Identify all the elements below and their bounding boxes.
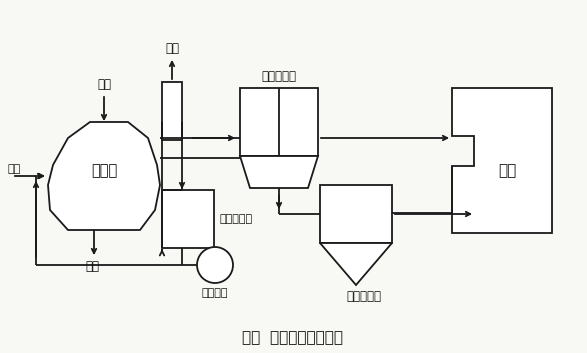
Polygon shape — [320, 243, 392, 285]
Polygon shape — [48, 122, 160, 230]
Text: 空气: 空气 — [8, 164, 21, 174]
Text: 一次除尘器: 一次除尘器 — [261, 70, 296, 83]
Polygon shape — [452, 88, 552, 233]
Circle shape — [197, 247, 233, 283]
Text: 焦炭: 焦炭 — [85, 259, 99, 273]
Text: 锅炉: 锅炉 — [498, 163, 516, 178]
Bar — [240, 88, 318, 156]
Polygon shape — [240, 156, 318, 188]
Bar — [162, 82, 182, 140]
Text: 放散: 放散 — [165, 42, 179, 55]
Text: 干熤炉: 干熤炉 — [91, 163, 117, 179]
Bar — [320, 185, 392, 243]
Text: 给水预热器: 给水预热器 — [220, 214, 252, 224]
Bar — [162, 190, 214, 248]
Text: 图１  干熤焦工艺流程图: 图１ 干熤焦工艺流程图 — [242, 330, 343, 346]
Text: 二次除尘器: 二次除尘器 — [346, 291, 382, 304]
Text: 焦炭: 焦炭 — [97, 78, 111, 90]
Text: 循环风机: 循环风机 — [202, 288, 228, 298]
